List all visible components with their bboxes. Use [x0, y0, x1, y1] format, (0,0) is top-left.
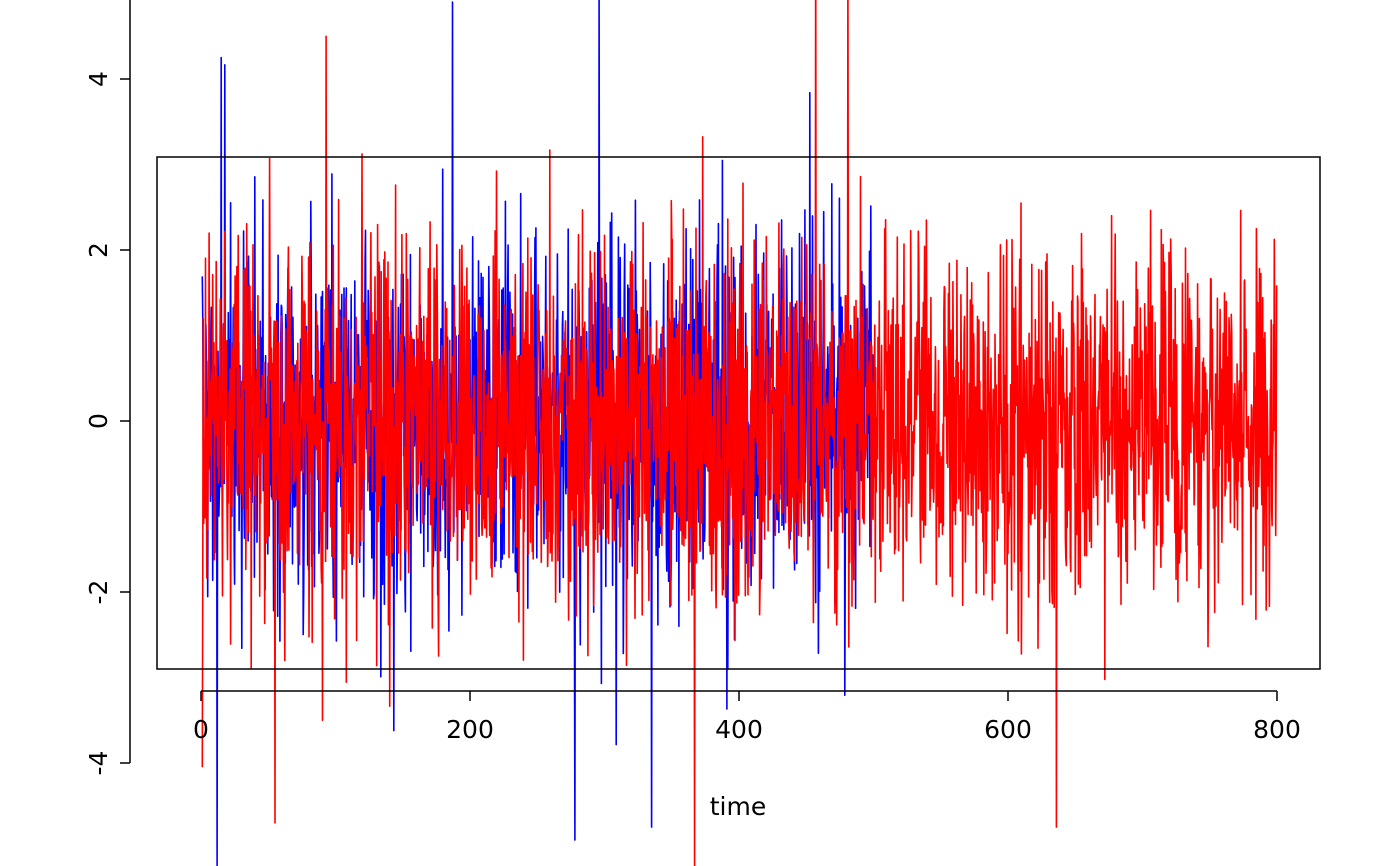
series-layer: [201, 0, 1278, 866]
y-tick-label: 2: [84, 242, 113, 258]
x-tick-label: 0: [193, 715, 209, 744]
x-tick-label: 200: [446, 715, 494, 744]
x-axis: 0 200 400 600 800: [193, 690, 1301, 744]
series-line-1: [201, 0, 875, 866]
y-axis: -4-20246: [84, 0, 131, 776]
y-tick-label: -4: [84, 751, 113, 776]
y-tick-label: -2: [84, 580, 113, 605]
x-tick-label: 400: [715, 715, 763, 744]
x-tick-label: 600: [984, 715, 1032, 744]
x-axis-title: time: [710, 792, 766, 821]
series-line-2: [201, 0, 1278, 866]
x-tick-label: 800: [1253, 715, 1301, 744]
y-tick-label: 0: [84, 413, 113, 429]
y-tick-label: 4: [84, 71, 113, 87]
plot-frame: [156, 156, 1321, 670]
